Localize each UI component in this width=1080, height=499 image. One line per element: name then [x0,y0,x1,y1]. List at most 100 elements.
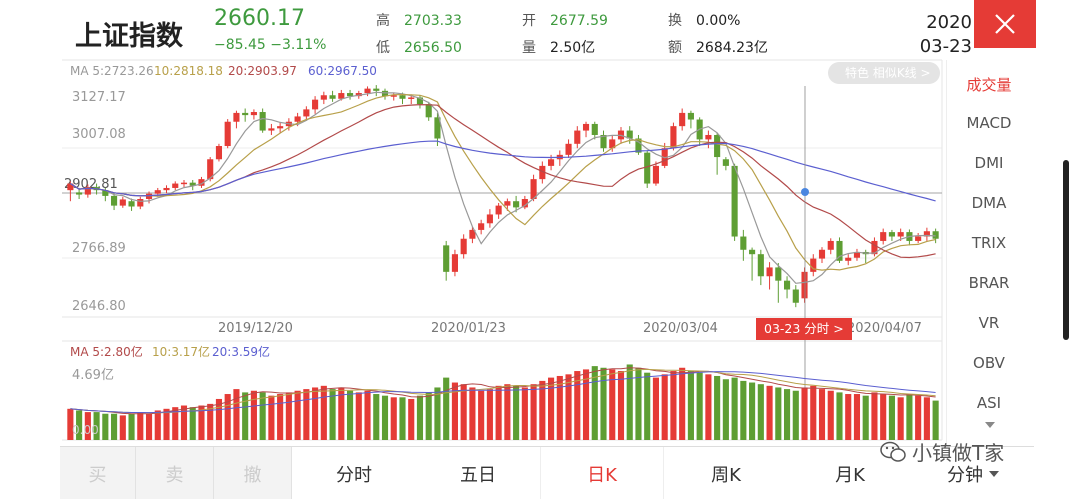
scrollbar[interactable] [1063,160,1069,340]
tab-minute[interactable]: 分钟 [912,447,1034,499]
candle-body [224,121,231,147]
candle-body [635,138,642,153]
volume-bar [198,405,205,440]
tab-monthly-k[interactable]: 月K [835,464,865,486]
volume-bar [137,412,144,440]
volume-bar [871,392,878,440]
vol-ma5-legend: MA 5:2.80亿 [70,344,143,359]
candle-body [329,95,336,99]
candle-body [399,95,406,99]
close-button[interactable] [974,0,1036,48]
indicator-trix[interactable]: TRIX [971,234,1007,252]
watermark-text: 小镇做T家 [912,441,1005,465]
volume-bar [268,395,275,440]
indicator-obv[interactable]: OBV [973,354,1005,372]
volume-bar [495,385,502,440]
stat-label: 开 [522,13,536,29]
indicator-macd[interactable]: MACD [966,114,1012,132]
indicator-brar[interactable]: BRAR [968,274,1010,292]
y-label: 2646.80 [72,299,126,314]
tab-daily-k[interactable]: 日K [540,447,664,499]
stat-label: 量 [522,40,536,56]
indicator-vr[interactable]: VR [978,314,1000,332]
stat-low: 低 2656.50 [376,37,462,57]
volume-bar [478,390,485,440]
candle-body [871,240,878,255]
sell-button[interactable]: 卖 [136,447,214,499]
volume-bar [338,387,345,440]
dropdown-arrow-icon [989,470,999,477]
y-label: 3007.08 [72,127,126,142]
candle-body [154,190,161,194]
candle-body [783,280,791,290]
volume-bar [897,397,904,440]
candle-body [801,271,808,299]
stat-label: 额 [668,40,682,56]
candle-body [888,232,895,237]
volume-bar [783,389,791,440]
volume-bar [617,371,625,440]
tab-weekly-k[interactable]: 周K [711,464,741,486]
watermark: 小镇做T家 [880,437,1004,466]
similar-kline-tag[interactable]: 特色 相似K线 > [828,62,940,84]
volume-bar [250,390,257,440]
volume-bar [294,390,301,440]
stat-label: 换 [668,13,682,29]
candle-body [469,229,476,239]
candle-body [408,97,415,99]
y-label: 2766.89 [72,241,126,256]
candle-body [425,104,432,118]
volume-bar [792,390,799,440]
volume-bar [346,390,354,440]
volume-group [67,364,939,440]
kline-chart[interactable]: MA 5:2723.26 10:2818.18 20:2903.97 60:29… [62,58,946,442]
indicator-volume[interactable]: 成交量 [966,76,1012,94]
ma5-line [70,91,936,284]
tab-intraday[interactable]: 分时 [336,464,372,486]
candle-body [923,231,930,237]
vol-ma20-line [70,371,936,414]
candle-body [565,143,572,155]
candle-body [111,195,118,206]
volume-bar [539,380,546,440]
wechat-icon [880,441,906,462]
candle-body [320,95,327,100]
indicator-dmi[interactable]: DMI [974,154,1004,172]
tab-five-day[interactable]: 五日 [460,464,496,486]
ma20-legend: 20:2903.97 [228,64,297,78]
bottom-tab-bar: 买 卖 撤 分时 五日 日K 周K 月K 分钟 [60,446,1034,499]
candle-body [687,112,694,120]
x-label: 2019/12/20 [218,321,293,336]
candle-body [294,116,301,122]
candle-body [207,159,214,180]
candle-body [749,249,756,255]
indicator-asi[interactable]: ASI [976,394,1002,412]
candle-body [609,139,616,149]
buy-button[interactable]: 买 [60,447,136,499]
volume-bar [119,415,126,440]
candle-body [443,245,450,272]
volume-bar [233,389,240,440]
cancel-order-button[interactable]: 撤 [214,447,292,499]
candle-body [853,251,861,258]
candle-body [539,165,546,180]
current-price: 2660.17 [214,6,305,31]
volume-bar [355,392,362,440]
candle-body [137,199,144,207]
volume-bar [556,375,563,440]
volume-bar [102,413,109,440]
volume-bar [93,412,100,440]
stat-high: 高 2703.33 [376,10,462,30]
candle-body [740,236,747,250]
header-year: 2020 [926,12,972,33]
volume-bar [67,408,74,440]
volume-bar [574,371,581,440]
candle-body [198,179,205,186]
volume-bar [381,395,389,440]
intraday-cursor-badge[interactable]: 03-23 分时 > [756,318,852,340]
ma10-legend: 10:2818.18 [154,64,223,78]
volume-bar [434,387,441,440]
indicator-dma[interactable]: DMA [971,194,1007,212]
chevron-down-icon[interactable] [985,422,995,428]
candle-body [679,112,686,127]
